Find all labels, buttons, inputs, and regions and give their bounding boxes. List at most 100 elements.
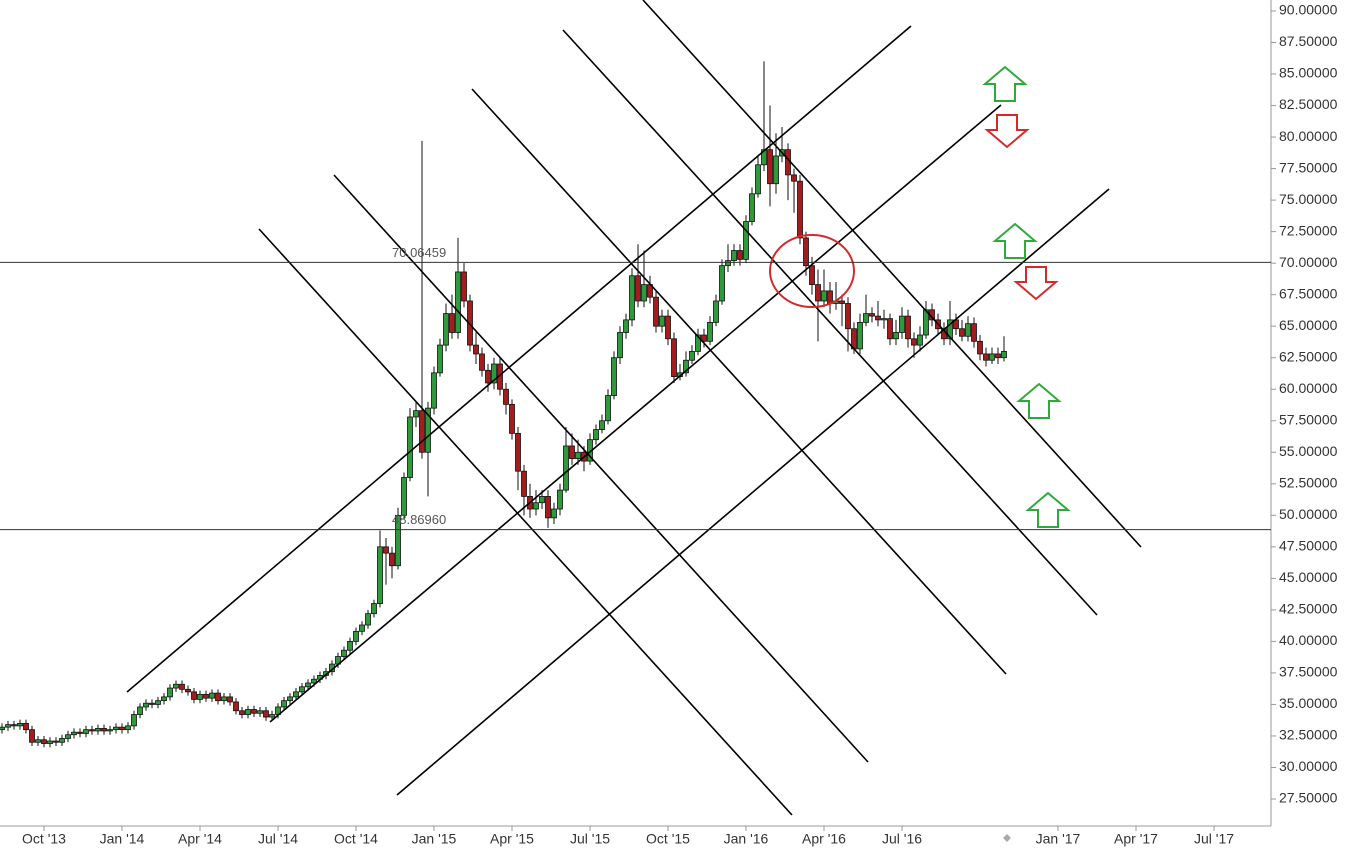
candle-body <box>797 180 803 239</box>
candle-body <box>971 323 977 342</box>
x-tick-label: Oct '14 <box>334 831 378 847</box>
y-tick-label: 82.50000 <box>1279 96 1338 112</box>
candle-body <box>599 420 605 430</box>
candle-body <box>689 351 695 361</box>
y-tick-label: 47.50000 <box>1279 538 1338 554</box>
trend-line <box>396 188 1110 796</box>
y-tick-label: 30.00000 <box>1279 758 1338 774</box>
candle-body <box>77 731 83 734</box>
candle-body <box>311 678 317 684</box>
candle-body <box>125 725 131 731</box>
candle-body <box>269 714 275 718</box>
candle-body <box>371 603 377 615</box>
candle-body <box>557 489 563 510</box>
candle-body <box>473 344 479 355</box>
down-arrow <box>1013 266 1059 301</box>
candle-body <box>641 284 647 302</box>
up-arrow <box>982 65 1028 102</box>
candle-body <box>617 332 623 359</box>
y-tick-label: 72.50000 <box>1279 222 1338 238</box>
x-tick-label: Apr '16 <box>802 831 846 847</box>
candle-body <box>401 477 407 516</box>
candle-body <box>215 692 221 702</box>
candle-body <box>53 740 59 743</box>
candle-body <box>755 164 761 195</box>
candle-body <box>155 700 161 705</box>
x-tick-label: Jul '14 <box>258 831 298 847</box>
candle-body <box>305 682 311 688</box>
candle-body <box>359 624 365 632</box>
trend-line <box>471 88 1007 675</box>
level-label: 70.06459 <box>392 245 446 260</box>
candle-body <box>521 470 527 497</box>
candle-body <box>611 357 617 396</box>
highlight-circle <box>769 234 855 308</box>
candle-body <box>35 739 41 743</box>
x-tick-label: Jan '16 <box>724 831 769 847</box>
candle-body <box>491 363 497 384</box>
candle-body <box>731 250 737 262</box>
y-tick-label: 50.00000 <box>1279 506 1338 522</box>
candle-body <box>725 260 731 267</box>
candle-body <box>29 729 35 743</box>
level-label: 48.86960 <box>392 512 446 527</box>
candle-body <box>995 353 1001 359</box>
y-tick-label: 65.00000 <box>1279 317 1338 333</box>
candle-body <box>59 738 65 743</box>
candle-body <box>113 726 119 731</box>
y-tick-label: 45.00000 <box>1279 569 1338 585</box>
candle-body <box>203 693 209 699</box>
candle-body <box>149 702 155 705</box>
candle-body <box>293 691 299 698</box>
candle-body <box>881 318 887 321</box>
candle-body <box>623 319 629 333</box>
candle-body <box>431 372 437 409</box>
candle-body <box>857 322 863 350</box>
candle-body <box>479 353 485 371</box>
candle-body <box>545 496 551 519</box>
candle-body <box>911 338 917 346</box>
trend-line <box>258 228 793 816</box>
trend-line <box>333 174 869 763</box>
candle-body <box>0 726 5 731</box>
candle-body <box>605 395 611 422</box>
candle-body <box>221 696 227 702</box>
candle-body <box>17 722 23 727</box>
y-tick-label: 40.00000 <box>1279 632 1338 648</box>
candle-body <box>119 726 125 731</box>
candle-body <box>455 271 461 333</box>
candle-body <box>659 315 665 327</box>
candle-body <box>899 315 905 333</box>
x-tick-label: Jul '16 <box>882 831 922 847</box>
arrows <box>982 65 1071 528</box>
candle-body <box>83 729 89 734</box>
candle-body <box>563 445 569 491</box>
candle-body <box>287 696 293 702</box>
candle-body <box>389 552 395 567</box>
candle-body <box>143 702 149 708</box>
candle-body <box>701 334 707 342</box>
y-tick-label: 55.00000 <box>1279 443 1338 459</box>
y-tick-label: 67.50000 <box>1279 285 1338 301</box>
y-tick-label: 60.00000 <box>1279 380 1338 396</box>
candle-body <box>71 731 77 736</box>
candle-body <box>131 714 137 727</box>
y-tick-label: 87.50000 <box>1279 33 1338 49</box>
candle-body <box>461 271 467 302</box>
candle-body <box>239 710 245 715</box>
candle-body <box>383 546 389 554</box>
candle-body <box>893 332 899 340</box>
candle-body <box>983 353 989 361</box>
candle-body <box>917 334 923 346</box>
down-arrow <box>984 114 1030 149</box>
candle-body <box>767 149 773 185</box>
candle-body <box>437 344 443 374</box>
candle-body <box>41 739 47 744</box>
x-tick-label: Jan '14 <box>100 831 145 847</box>
candle-body <box>209 692 215 699</box>
candle-body <box>977 340 983 355</box>
candle-body <box>827 290 833 304</box>
time-marker <box>1003 834 1011 842</box>
y-tick-label: 42.50000 <box>1279 601 1338 617</box>
